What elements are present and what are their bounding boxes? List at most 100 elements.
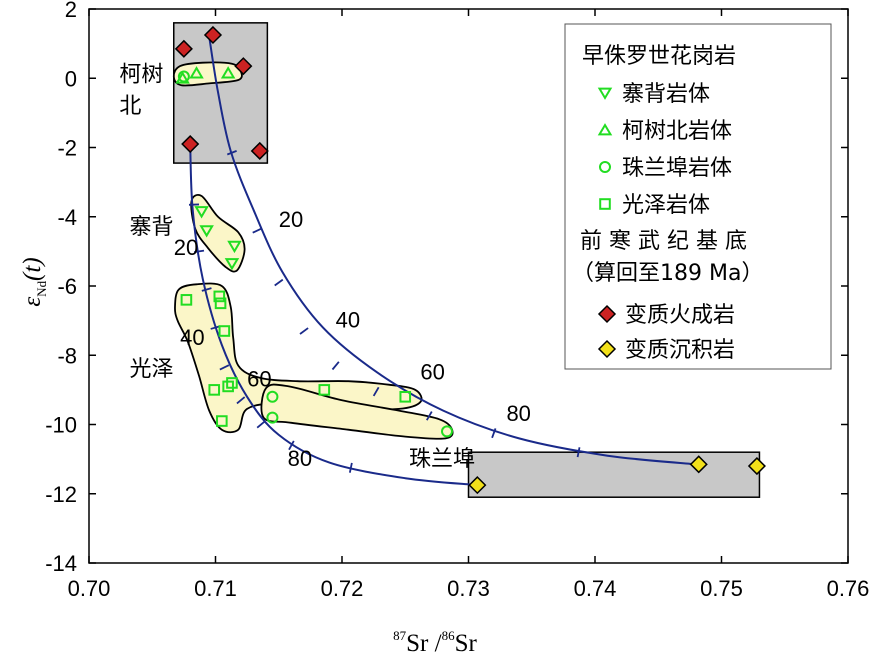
y-axis-title-rest: (t) (19, 257, 46, 281)
legend-title: 早侏罗世花岗岩 (582, 44, 736, 69)
curve-inner (189, 143, 478, 487)
curve-label-4: 60 (420, 359, 444, 384)
basement-sedimentary-box (467, 451, 761, 498)
x-axis-title-sup1: 87 (393, 628, 407, 643)
x-axis-title-sep: / (428, 630, 441, 657)
legend-marker-1 (597, 123, 613, 136)
curve-label-6: 80 (506, 401, 530, 426)
point-diamond-5-1 (689, 455, 708, 474)
curve-outer-tick-5 (372, 386, 380, 397)
point-triangle-down-0-1 (199, 225, 214, 238)
legend-label-3: 光泽岩体 (622, 193, 710, 218)
legend-basement-label-0: 变质火成岩 (625, 303, 735, 328)
curve-label-5: 60 (247, 366, 271, 391)
y-tick-label-6: -10 (45, 413, 77, 438)
x-tick-label-3: 0.73 (447, 576, 490, 601)
point-circle-2-1 (266, 390, 279, 403)
point-triangle-up-1-1 (189, 66, 204, 79)
curve-outer-tick-7 (491, 428, 497, 439)
curve-label-1: 20 (174, 235, 198, 260)
legend-label-1: 柯树北岩体 (622, 119, 732, 144)
curve-label-3: 40 (180, 325, 204, 350)
y-tick-label-1: 0 (65, 66, 77, 91)
point-diamond-5-0 (468, 476, 487, 495)
curve-inner-tick-7 (288, 440, 295, 451)
curve-outer-tick-4 (331, 361, 340, 371)
point-triangle-down-0-2 (227, 240, 242, 254)
x-tick-label-5: 0.75 (700, 576, 743, 601)
x-tick-label-1: 0.71 (194, 576, 237, 601)
point-square-3-2 (214, 297, 227, 310)
point-triangle-up-1-2 (220, 66, 236, 79)
point-triangle-down-0-0 (194, 206, 209, 219)
point-square-3-5 (222, 380, 234, 393)
point-square-3-0 (180, 294, 193, 306)
curve-outer-tick-6 (426, 411, 433, 421)
x-tick-label-0: 0.70 (68, 576, 111, 601)
data-points-layer (174, 25, 766, 495)
y-tick-label-7: -12 (45, 482, 77, 507)
point-circle-2-0 (177, 70, 190, 83)
mixing-curves-layer (188, 36, 697, 487)
guangze-envelope (174, 282, 423, 434)
y-tick-label-2: -2 (57, 136, 77, 161)
curve-inner-tick-4 (219, 364, 230, 371)
legend-basement-label-1: 变质沉积岩 (625, 338, 735, 363)
curve-label-2: 40 (336, 308, 360, 333)
point-diamond-4-1 (203, 25, 223, 45)
x-tick-label-6: 0.76 (827, 576, 870, 601)
sample-envelopes-layer (172, 61, 454, 440)
curve-outer (208, 36, 697, 466)
point-diamond-4-0 (174, 39, 193, 58)
point-diamond-4-4 (250, 141, 269, 161)
y-tick-label-5: -8 (57, 343, 77, 368)
curve-label-7: 80 (288, 446, 312, 471)
x-axis-title-main1: Sr (406, 630, 429, 657)
region-label-4: 珠兰埠 (409, 447, 475, 472)
y-tick-label-8: -14 (45, 551, 77, 576)
point-square-3-3 (218, 325, 231, 337)
y-axis-title-subscript: Nd (34, 280, 49, 296)
curve-inner-tick-5 (236, 396, 246, 405)
curve-label-0: 20 (279, 207, 303, 232)
curve-outer-tick-1 (252, 227, 263, 234)
x-tick-label-2: 0.72 (321, 576, 364, 601)
legend-basement-marker-0 (597, 304, 617, 324)
legend-basement-subtitle: （算回至189 Ma） (572, 261, 763, 286)
x-axis-title-main2: Sr (455, 630, 478, 657)
curve-inner-tick-2 (201, 287, 212, 292)
legend-marker-2 (599, 161, 611, 173)
point-triangle-down-0-3 (224, 258, 240, 271)
legend-label-0: 寨背岩体 (622, 82, 710, 107)
curve-outer-tick-8 (576, 447, 581, 458)
curve-inner-tick-6 (256, 420, 266, 429)
point-square-3-8 (318, 384, 331, 396)
point-circle-2-2 (266, 411, 279, 424)
curve-outer-tick-0 (226, 150, 237, 156)
legend-marker-3 (599, 198, 611, 210)
legend-basement-title: 前 寒 武 纪 基 底 (580, 229, 747, 254)
point-diamond-4-2 (234, 57, 253, 76)
y-tick-label-3: -4 (57, 205, 77, 230)
point-square-3-6 (226, 377, 238, 389)
y-axis-title: εNd(t) (19, 257, 49, 306)
point-square-3-1 (213, 290, 226, 303)
point-square-3-9 (399, 391, 412, 403)
legend-marker-0 (597, 87, 613, 100)
region-label-0: 柯树 (119, 63, 163, 88)
y-tick-label-0: 2 (65, 0, 77, 22)
legend-label-2: 珠兰埠岩体 (622, 156, 732, 181)
point-circle-2-3 (440, 425, 453, 438)
y-axis-title-epsilon: ε (19, 297, 46, 307)
zhaibei-envelope (190, 194, 246, 273)
point-diamond-4-3 (181, 134, 200, 154)
region-label-1: 北 (119, 94, 141, 119)
axis-ticks-layer: 0.70 0.71 0.72 0.73 0.74 0.75 0.7620-2-4-6-8-1… (45, 0, 869, 601)
x-tick-label-4: 0.74 (574, 576, 617, 601)
curve-outer-tick-2 (274, 278, 284, 287)
point-square-3-7 (208, 384, 221, 396)
zhulanbu-envelope (260, 383, 454, 440)
